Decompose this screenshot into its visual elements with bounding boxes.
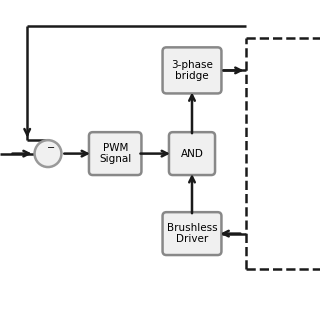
Text: Brushless
Driver: Brushless Driver [167, 223, 217, 244]
Text: 3-phase
bridge: 3-phase bridge [171, 60, 213, 81]
Circle shape [35, 140, 61, 167]
FancyBboxPatch shape [163, 212, 221, 255]
Text: −: − [46, 143, 55, 153]
FancyBboxPatch shape [163, 47, 221, 93]
FancyBboxPatch shape [89, 132, 141, 175]
FancyBboxPatch shape [169, 132, 215, 175]
Text: AND: AND [180, 148, 204, 159]
Text: PWM
Signal: PWM Signal [99, 143, 131, 164]
